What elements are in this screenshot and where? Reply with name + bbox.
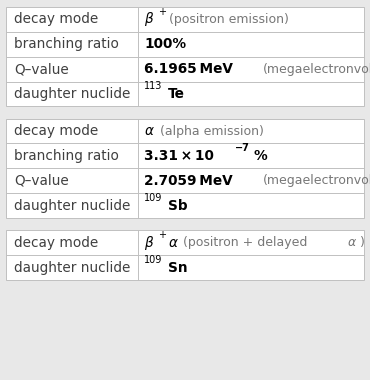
Text: (positron emission): (positron emission) [169,13,289,26]
Text: Sb: Sb [168,199,188,213]
Text: $\alpha$: $\alpha$ [144,124,155,138]
Text: 109: 109 [144,255,163,265]
Text: daughter nuclide: daughter nuclide [14,261,131,275]
Text: (alpha emission): (alpha emission) [160,125,264,138]
Text: decay mode: decay mode [14,12,98,26]
Text: +: + [158,7,166,17]
Text: (megaelectronvolts): (megaelectronvolts) [263,63,370,76]
Text: $\alpha$: $\alpha$ [347,236,357,249]
Text: Te: Te [168,87,185,101]
Text: 109: 109 [144,193,163,203]
Text: Sn: Sn [168,261,188,275]
Text: decay mode: decay mode [14,124,98,138]
Text: 2.7059 MeV: 2.7059 MeV [144,174,233,188]
Text: Q–value: Q–value [14,174,69,188]
Text: (positron + delayed: (positron + delayed [184,236,310,249]
Text: 6.1965 MeV: 6.1965 MeV [144,62,233,76]
Text: %: % [254,149,268,163]
Text: 113: 113 [144,81,163,91]
Bar [6,7,364,106]
Text: (megaelectronvolts): (megaelectronvolts) [262,174,370,187]
Text: 3.31 × 10: 3.31 × 10 [144,149,214,163]
Text: branching ratio: branching ratio [14,149,119,163]
Bar [6,119,364,218]
Bar [6,230,364,280]
Text: 100%: 100% [144,37,186,51]
Text: daughter nuclide: daughter nuclide [14,87,131,101]
Text: daughter nuclide: daughter nuclide [14,199,131,213]
Text: −7: −7 [235,143,249,153]
Text: $\alpha$: $\alpha$ [168,236,179,250]
Text: +: + [158,230,166,240]
Text: ): ) [360,236,365,249]
Text: branching ratio: branching ratio [14,37,119,51]
Text: $\beta$: $\beta$ [144,234,155,252]
Text: decay mode: decay mode [14,236,98,250]
Text: $\beta$: $\beta$ [144,10,155,28]
Text: Q–value: Q–value [14,62,69,76]
